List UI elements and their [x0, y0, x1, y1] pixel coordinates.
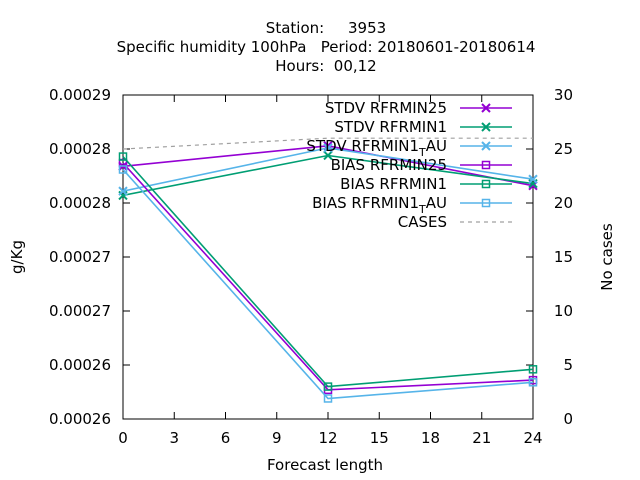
y-tick-label: 0.00026 [49, 356, 111, 374]
data-point [323, 143, 333, 153]
y2-tick-label: 30 [554, 86, 573, 104]
legend-marker-stroke [481, 122, 491, 132]
legend-marker [481, 179, 491, 189]
y2-tick-label: 5 [563, 356, 573, 374]
x-tick-label: 12 [318, 429, 337, 447]
series-line [122, 154, 534, 197]
series-line [122, 156, 534, 388]
y-tick-label: 0.00027 [49, 302, 111, 320]
legend-label: BIAS RFRMIN1TAU [312, 194, 447, 216]
legend-label: CASES [398, 213, 447, 231]
y-tick-label: 0.00026 [49, 410, 111, 428]
data-point [323, 382, 333, 391]
chart-title: Station: 3953 Specific humidity 100hPa P… [117, 19, 536, 75]
legend-marker [481, 141, 491, 151]
x-tick-label: 3 [169, 429, 179, 447]
y-tick-label: 0.00029 [49, 86, 111, 104]
series-lines [118, 137, 538, 403]
title-line-3: Hours: 00,12 [275, 57, 376, 75]
y2-tick-label: 15 [554, 248, 573, 266]
data-point [118, 165, 128, 174]
legend-marker [481, 103, 491, 113]
x-tick-label: 0 [118, 429, 128, 447]
y2-tick-label: 20 [554, 194, 573, 212]
legend-marker [481, 160, 491, 170]
data-point [118, 186, 128, 196]
y-axis-label: g/Kg [8, 240, 26, 274]
data-point [528, 365, 538, 374]
x-tick-label: 18 [421, 429, 440, 447]
data-point [323, 394, 333, 403]
x-tick-label: 15 [370, 429, 389, 447]
legend-label: BIAS RFRMIN1 [340, 175, 447, 193]
y2-axis-label: No cases [598, 223, 616, 291]
y-tick-label: 0.00028 [49, 140, 111, 158]
data-point-stroke [323, 143, 333, 153]
legend-label: BIAS RFRMIN25 [331, 156, 447, 174]
x-tick-label: 21 [472, 429, 491, 447]
data-point-stroke [323, 150, 333, 161]
title-line-1: Station: 3953 [266, 19, 386, 37]
y-tick-label: 0.00028 [49, 194, 111, 212]
legend-marker-stroke [481, 141, 491, 151]
x-tick-label: 6 [221, 429, 231, 447]
legend-label: STDV RFRMIN1TAU [306, 137, 447, 159]
data-point [118, 152, 128, 161]
y2-tick-label: 25 [554, 140, 573, 158]
data-point [323, 150, 333, 161]
legend-label: STDV RFRMIN25 [325, 99, 447, 117]
y2-tick-label: 10 [554, 302, 573, 320]
x-tick-label: 24 [523, 429, 542, 447]
data-point [528, 378, 538, 387]
x-axis-label: Forecast length [267, 456, 383, 474]
legend-marker [481, 198, 491, 208]
data-point-stroke [528, 174, 538, 184]
data-point-stroke [118, 186, 128, 196]
data-point [528, 174, 538, 184]
legend-marker [481, 122, 491, 132]
x-tick-label: 9 [272, 429, 282, 447]
series-line [122, 168, 534, 400]
axis-ticks: 0 3 6 9 12 15 18 21 24 0.00026 0.00026 0.00027 0.000… [49, 86, 573, 447]
y-tick-label: 0.00027 [49, 248, 111, 266]
legend-marker-stroke [481, 103, 491, 113]
legend-label: STDV RFRMIN1 [334, 118, 447, 136]
y2-tick-label: 0 [563, 410, 573, 428]
title-line-2: Specific humidity 100hPa Period: 2018060… [117, 38, 536, 56]
